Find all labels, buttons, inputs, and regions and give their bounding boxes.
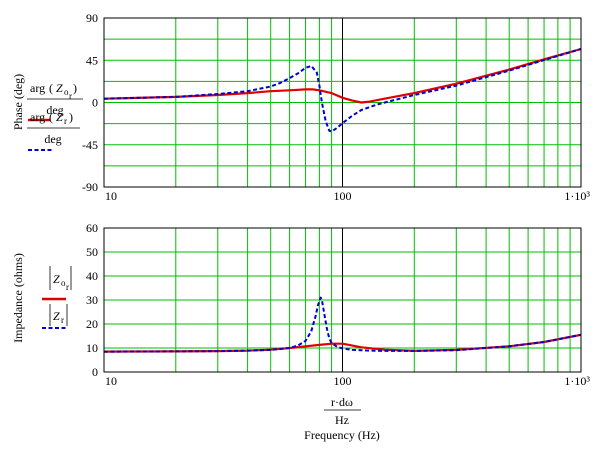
legend-func: arg xyxy=(30,110,45,124)
series-line-blue xyxy=(103,296,582,353)
x-expr-numerator: r·dω xyxy=(331,395,353,409)
impedance-series xyxy=(103,296,582,353)
x-tick-label: 100 xyxy=(334,189,352,203)
y-tick-label: 50 xyxy=(86,245,98,259)
legend-sub: r xyxy=(64,116,67,126)
x-tick-label: 100 xyxy=(334,374,352,388)
y-tick-label: 20 xyxy=(86,317,98,331)
x-tick-label: 1·10³ xyxy=(564,374,590,388)
phase-x-ticks: 10 100 1·10³ xyxy=(105,189,590,203)
x-expr-denominator: Hz xyxy=(335,413,349,427)
y-tick-label: 90 xyxy=(86,11,98,25)
y-tick-label: 0 xyxy=(92,96,98,110)
y-tick-label: 45 xyxy=(86,53,98,67)
legend-var: Z xyxy=(53,272,60,286)
legend-sub: r xyxy=(61,315,64,325)
legend-entry-phase-red: arg ( Z o r ) deg xyxy=(27,81,83,122)
legend-paren-open: ( xyxy=(49,110,53,124)
legend-subsub: r xyxy=(66,282,69,292)
legend-entry-impedance-red: Z o r xyxy=(42,266,72,301)
legend-func: arg xyxy=(30,81,45,95)
legend-sub: o xyxy=(61,278,66,288)
impedance-x-ticks: 10 100 1·10³ xyxy=(105,374,590,388)
phase-y-ticks: 90 45 0 -45 -90 xyxy=(82,11,98,194)
legend-paren-open: ( xyxy=(49,81,53,95)
phase-plot: 90 45 0 -45 -90 10 100 1·10³ Phase (deg) arg (… xyxy=(11,11,590,203)
x-tick-label: 10 xyxy=(105,189,117,203)
legend-sub: o xyxy=(64,87,69,97)
y-tick-label: -45 xyxy=(82,138,98,152)
legend-paren-close: ) xyxy=(73,81,77,95)
impedance-y-axis-label: Impedance (ohms) xyxy=(11,253,25,343)
phase-series xyxy=(103,47,582,133)
y-tick-label: 0 xyxy=(92,365,98,379)
legend-subsub: r xyxy=(69,91,72,101)
legend-var: Z xyxy=(53,309,60,323)
y-tick-label: 30 xyxy=(86,293,98,307)
legend-var: Z xyxy=(56,110,63,124)
legend-den: deg xyxy=(46,103,63,117)
x-tick-label: 1·10³ xyxy=(564,189,590,203)
y-tick-label: 10 xyxy=(86,341,98,355)
y-tick-label: -90 xyxy=(82,180,98,194)
x-axis-expression: r·dω Hz xyxy=(324,395,361,427)
phase-y-axis-label: Phase (deg) xyxy=(11,74,25,130)
x-tick-label: 10 xyxy=(105,374,117,388)
legend-entry-phase-blue: arg ( Z r ) deg xyxy=(27,110,80,151)
y-tick-label: 40 xyxy=(86,269,98,283)
y-tick-label: 60 xyxy=(86,221,98,235)
legend-entry-impedance-blue: Z r xyxy=(42,304,68,329)
phase-plot-border xyxy=(103,17,582,188)
legend-var: Z xyxy=(56,81,63,95)
impedance-plot-border xyxy=(103,227,582,373)
legend-paren-close: ) xyxy=(69,110,73,124)
legend-den: deg xyxy=(44,132,61,146)
series-line-red xyxy=(103,47,582,104)
x-axis-label: Frequency (Hz) xyxy=(304,428,380,442)
impedance-y-ticks: 60 50 40 30 20 10 0 xyxy=(86,221,98,379)
